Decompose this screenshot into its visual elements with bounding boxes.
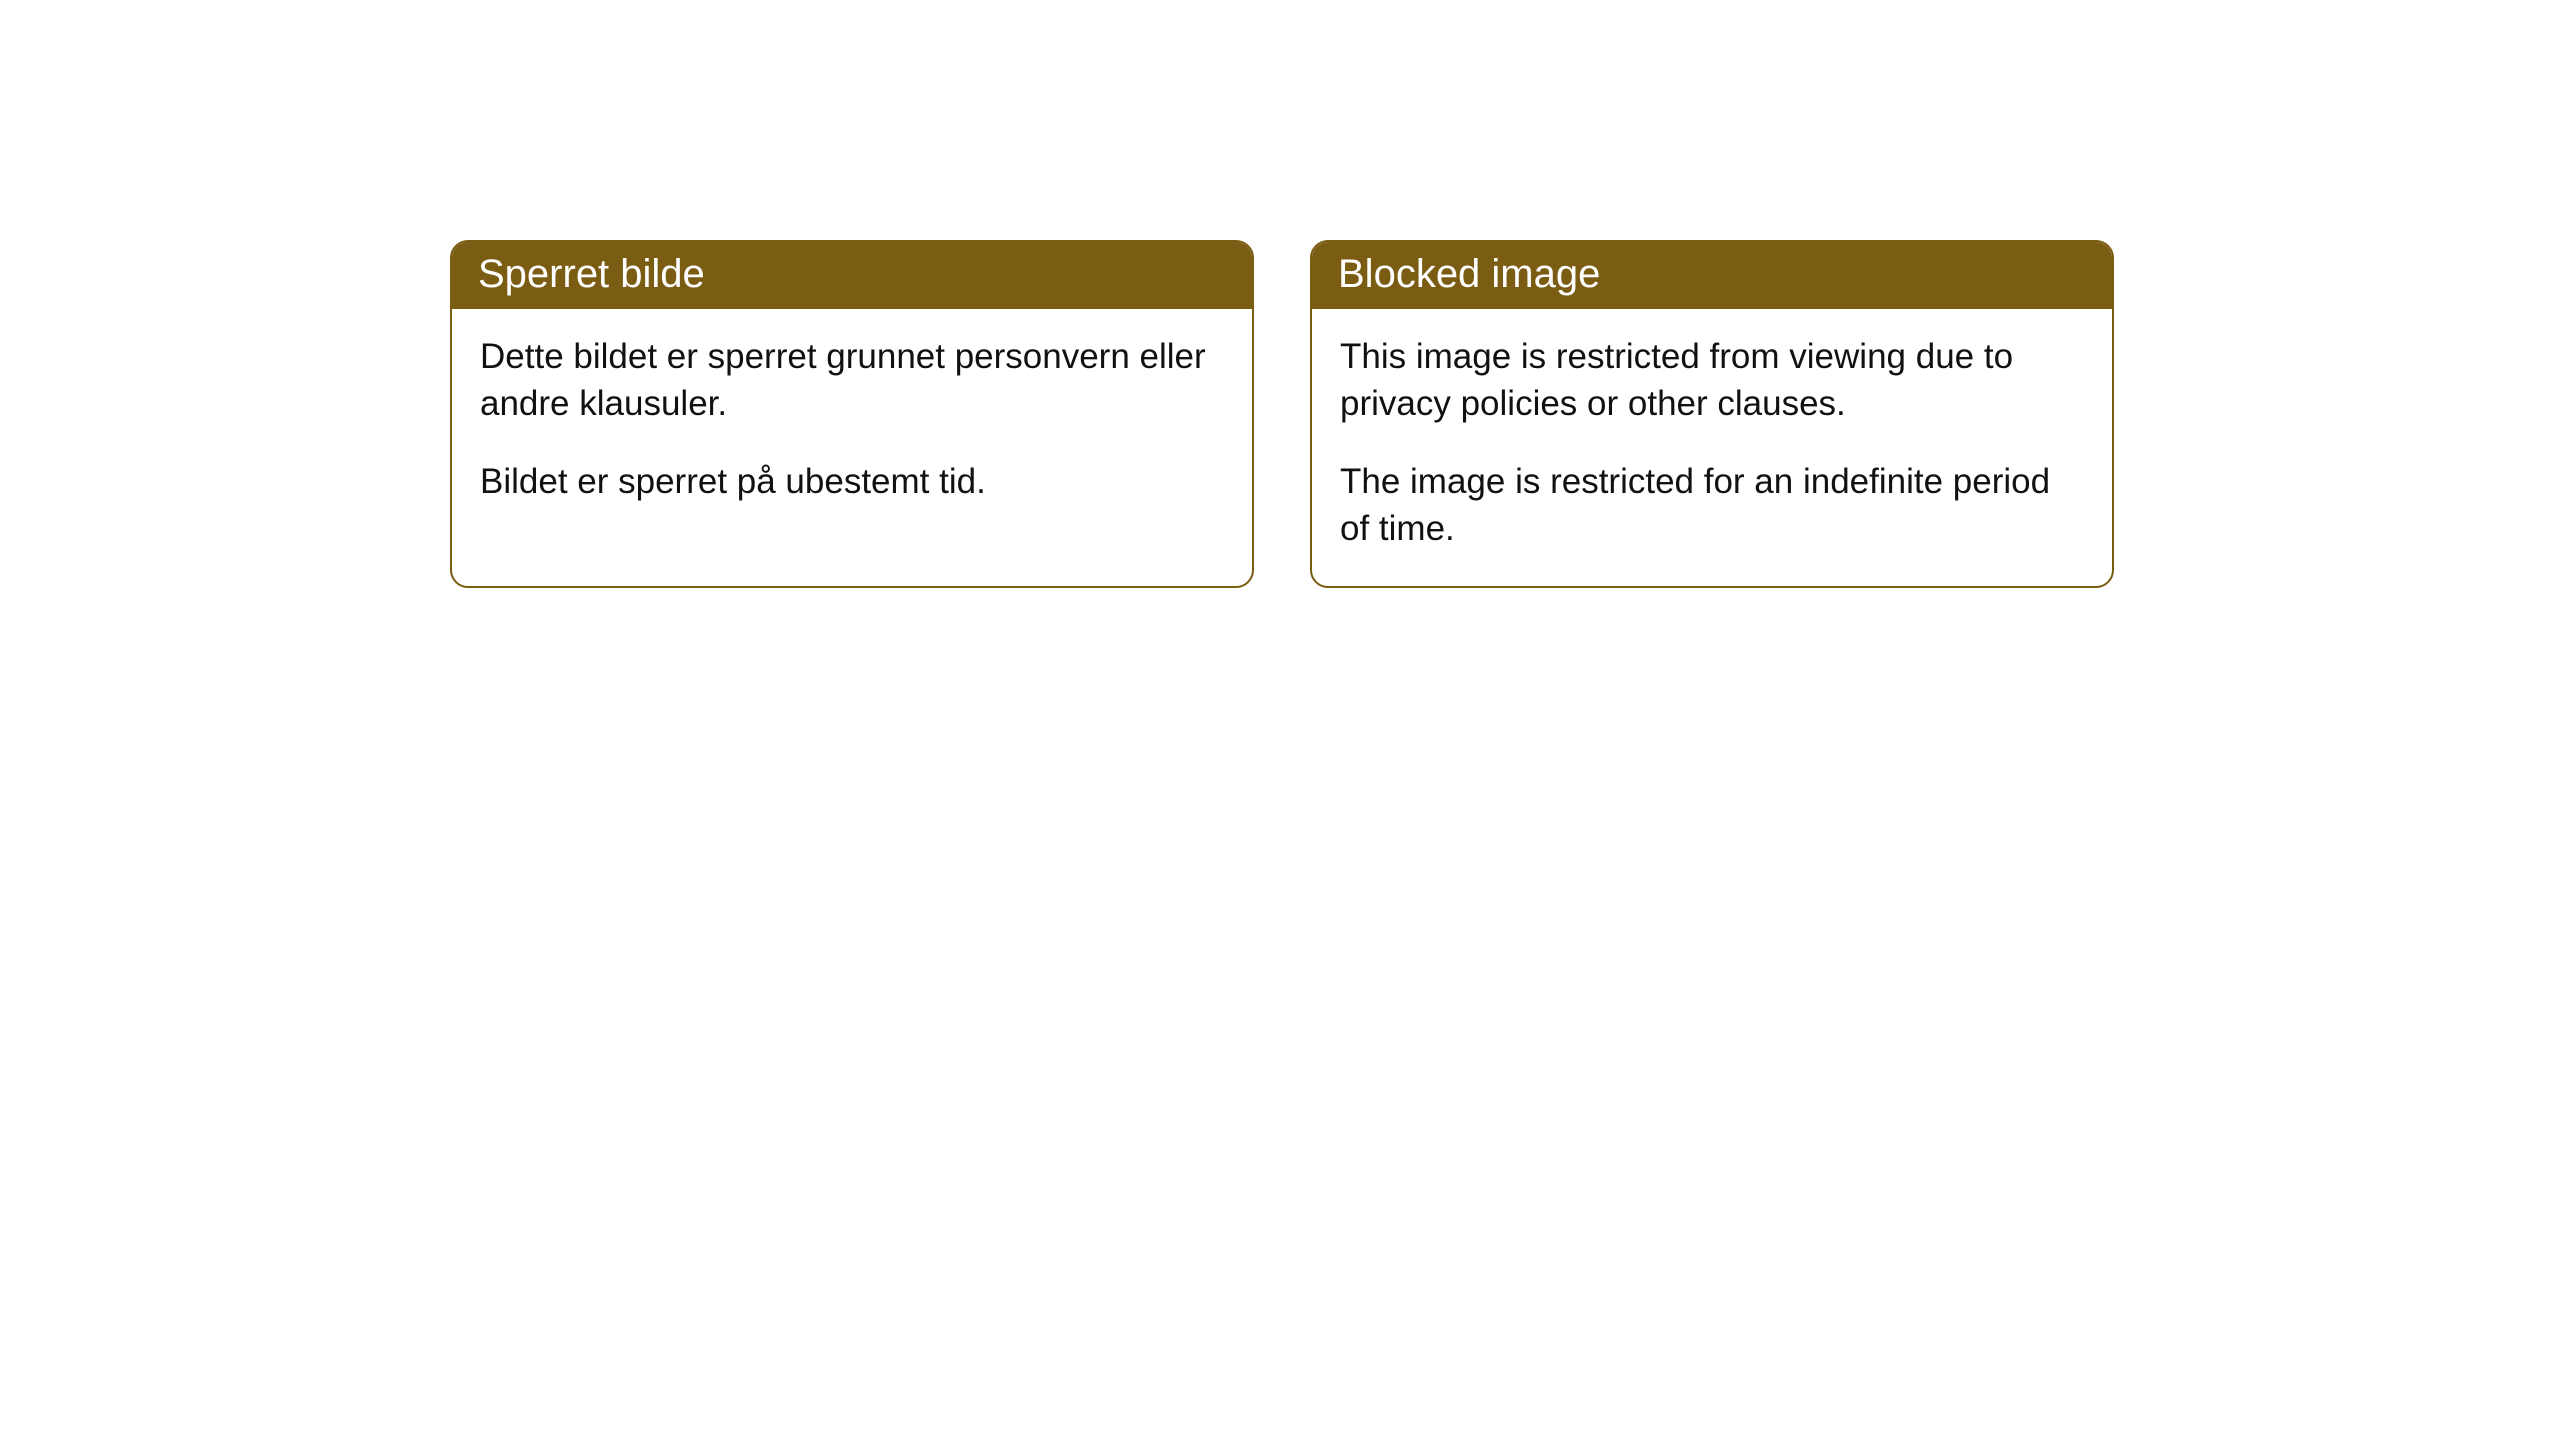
card-paragraph-en-1: This image is restricted from viewing du… <box>1340 333 2084 428</box>
card-paragraph-no-2: Bildet er sperret på ubestemt tid. <box>480 458 1224 505</box>
card-header-en: Blocked image <box>1312 242 2112 309</box>
card-body-no: Dette bildet er sperret grunnet personve… <box>452 309 1252 539</box>
blocked-image-card-en: Blocked image This image is restricted f… <box>1310 240 2114 588</box>
card-paragraph-no-1: Dette bildet er sperret grunnet personve… <box>480 333 1224 428</box>
cards-container: Sperret bilde Dette bildet er sperret gr… <box>0 0 2560 588</box>
card-body-en: This image is restricted from viewing du… <box>1312 309 2112 586</box>
card-header-no: Sperret bilde <box>452 242 1252 309</box>
card-paragraph-en-2: The image is restricted for an indefinit… <box>1340 458 2084 553</box>
blocked-image-card-no: Sperret bilde Dette bildet er sperret gr… <box>450 240 1254 588</box>
